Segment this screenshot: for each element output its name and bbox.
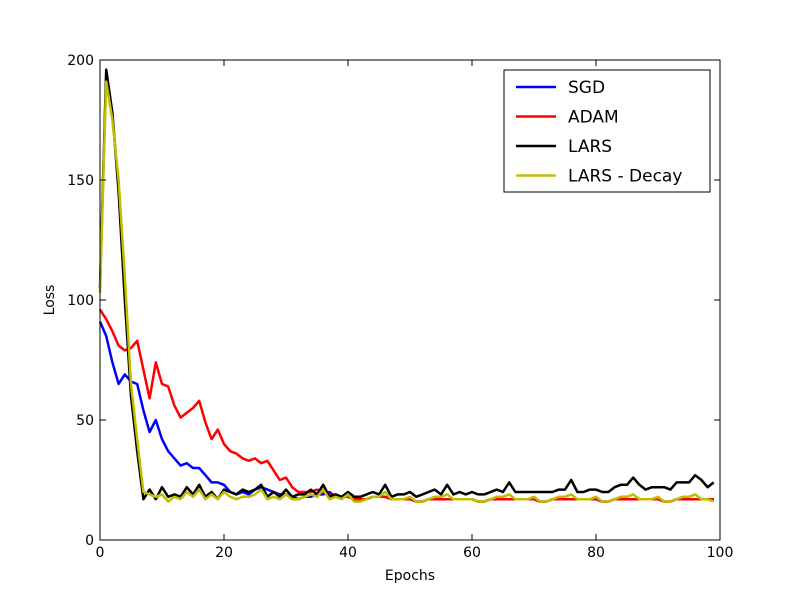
y-tick-label: 0: [85, 533, 94, 549]
legend-label-1: ADAM: [568, 108, 619, 128]
x-tick-label: 100: [707, 545, 734, 561]
axis-ticks: 0 20 40 60 80 100 0 50 100 150 200: [67, 53, 733, 561]
legend-label-3: LARS - Decay: [568, 167, 682, 187]
x-tick-label: 0: [96, 545, 105, 561]
x-tick-label: 20: [215, 545, 233, 561]
legend: SGD ADAM LARS LARS - Decay: [503, 69, 711, 193]
series-line-3: [98, 80, 715, 503]
plot-area: [98, 68, 715, 503]
legend-box: [503, 69, 711, 193]
x-tick-label: 60: [463, 545, 481, 561]
x-tick-label: 80: [587, 545, 605, 561]
x-axis-label: Epochs: [385, 568, 435, 584]
y-axis-label: Loss: [42, 285, 58, 316]
legend-label-0: SGD: [568, 78, 605, 98]
legend-label-2: LARS: [568, 137, 612, 157]
y-tick-label: 50: [76, 413, 94, 429]
x-tick-label: 40: [339, 545, 357, 561]
y-tick-label: 100: [67, 293, 94, 309]
y-tick-label: 150: [67, 173, 94, 189]
plot-frame: [99, 59, 721, 541]
y-tick-label: 200: [67, 53, 94, 69]
series-line-2: [98, 68, 715, 501]
